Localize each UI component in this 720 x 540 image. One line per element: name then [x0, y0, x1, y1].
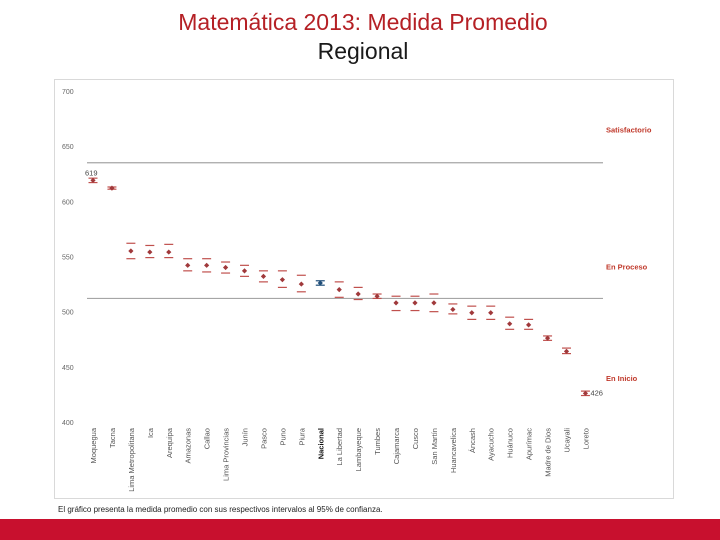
category-label: Lima Provincias: [222, 428, 231, 481]
category-label: Huancavelica: [449, 427, 458, 473]
data-point: [544, 335, 551, 341]
slide-title: Matemática 2013: Medida Promedio Regiona…: [0, 8, 720, 66]
data-point: [412, 300, 418, 306]
band-label: En Proceso: [606, 262, 648, 271]
data-point: [469, 310, 475, 316]
data-point: [260, 273, 267, 279]
category-label: San Martín: [430, 428, 439, 465]
data-point: [147, 249, 153, 255]
data-point: [431, 300, 437, 306]
title-line-1: Matemática 2013: Medida Promedio: [178, 9, 548, 35]
title-line-2: Regional: [317, 38, 409, 64]
data-point: [204, 262, 210, 268]
category-label: Apurímac: [525, 428, 534, 460]
footer-bar: [0, 519, 720, 540]
category-label: Ucayali: [563, 428, 572, 453]
data-point: [298, 281, 304, 287]
value-annotation: 619: [85, 168, 98, 177]
category-label: Cajamarca: [392, 427, 401, 464]
data-point: [241, 268, 248, 274]
data-point: [393, 300, 399, 306]
category-label: Lambayeque: [354, 428, 363, 471]
data-point: [563, 348, 570, 354]
data-point: [374, 293, 380, 299]
band-label: Satisfactorio: [606, 126, 652, 135]
category-label: Huánuco: [506, 428, 515, 458]
data-point: [222, 264, 229, 271]
data-point: [279, 277, 285, 283]
data-point: [166, 249, 172, 255]
category-label: Loreto: [581, 428, 590, 449]
category-label: Áncash: [468, 428, 477, 453]
category-label: Junín: [241, 428, 250, 446]
category-label: Pasco: [259, 428, 268, 449]
category-label: Callao: [203, 428, 212, 449]
y-tick-label: 600: [62, 199, 74, 206]
data-point: [90, 177, 96, 183]
category-label: Ayacucho: [487, 428, 496, 461]
category-label: Cusco: [411, 428, 420, 449]
category-label: Arequipa: [165, 427, 174, 458]
y-tick-label: 650: [62, 144, 74, 151]
data-point: [507, 321, 513, 327]
category-label: Moquegua: [89, 427, 98, 463]
category-label: Tacna: [108, 427, 117, 448]
category-label: Madre de Dios: [544, 428, 553, 477]
y-tick-label: 500: [62, 310, 74, 317]
data-point: [317, 280, 323, 286]
y-tick-label: 700: [62, 89, 74, 96]
data-point: [185, 262, 191, 268]
chart-frame: 400 450 500 550 600 650 700 Satisfactorio En Pro…: [54, 79, 674, 499]
category-label: Amazonas: [184, 428, 193, 464]
category-label: Puno: [278, 428, 287, 446]
category-label: La Libertad: [335, 428, 344, 466]
data-point: [488, 310, 494, 316]
mean-score-chart: 400 450 500 550 600 650 700 Satisfactorio En Pro…: [62, 89, 652, 492]
category-label: Ica: [146, 427, 155, 438]
y-tick-label: 450: [62, 365, 74, 372]
y-tick-label: 550: [62, 255, 74, 262]
category-label: Tumbes: [373, 428, 382, 455]
band-label: En Inicio: [606, 374, 638, 383]
data-point: [128, 248, 134, 254]
data-point: [582, 390, 589, 396]
category-label: Piura: [297, 427, 306, 445]
data-point: [450, 306, 456, 313]
category-label: Nacional: [316, 428, 325, 459]
data-point: [336, 287, 342, 293]
chart-caption: El gráfico presenta la medida promedio c…: [58, 505, 383, 514]
data-point: [526, 322, 532, 328]
data-point: [109, 185, 115, 191]
data-point: [355, 291, 361, 297]
category-label: Lima Metropolitana: [127, 427, 136, 492]
value-annotation: 426: [590, 388, 603, 397]
y-tick-label: 400: [62, 420, 74, 427]
